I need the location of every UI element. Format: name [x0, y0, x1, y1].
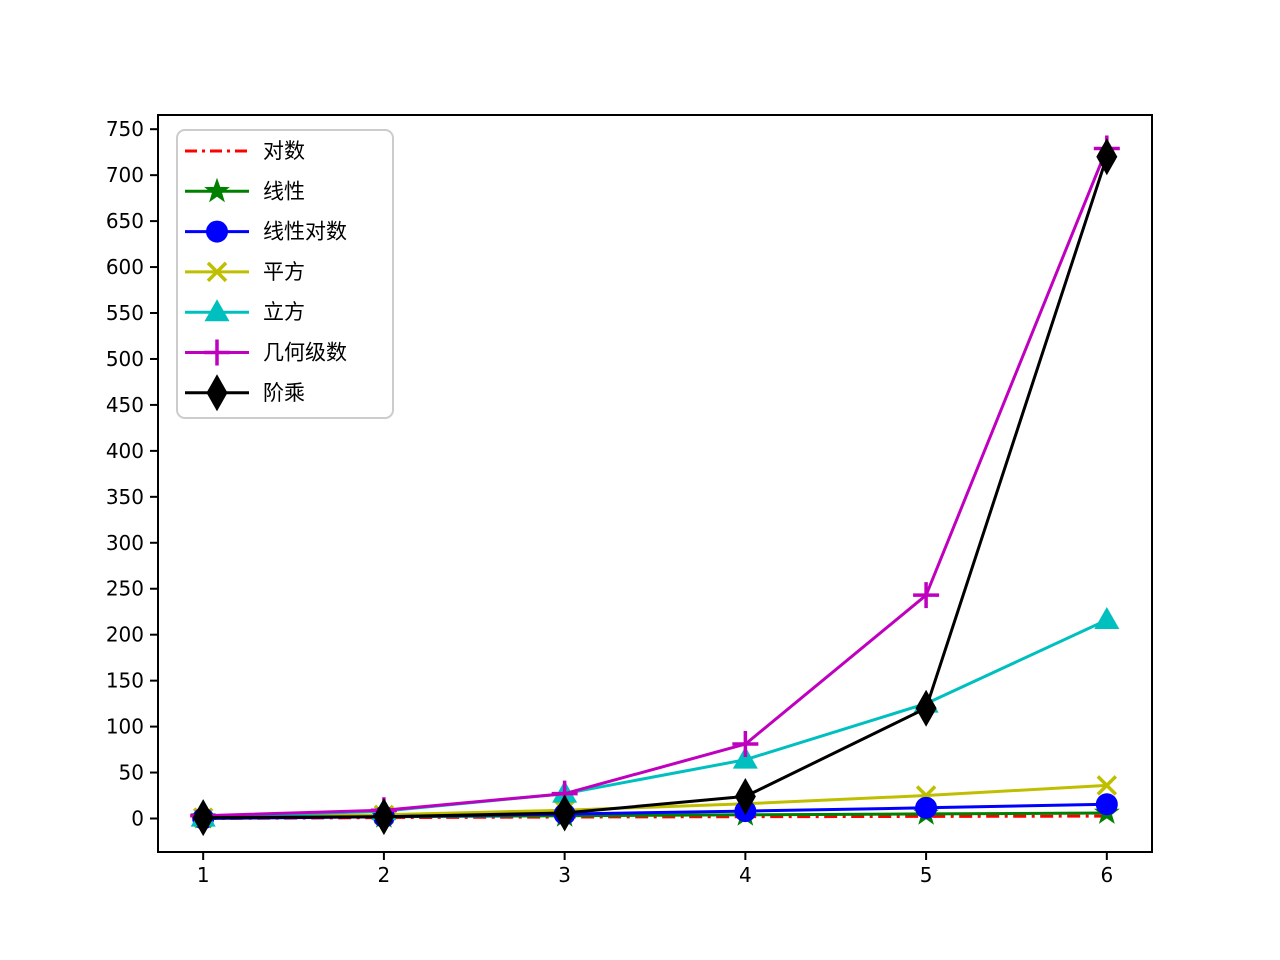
legend-item-label: 平方	[263, 260, 305, 284]
legend-item-3: 平方	[185, 260, 305, 284]
triangle-up-marker-icon	[732, 746, 758, 769]
series-0	[203, 814, 1107, 820]
legend-item-label: 几何级数	[263, 341, 347, 365]
triangle-up-marker-icon	[1094, 606, 1120, 629]
y-axis-tick-label: 100	[106, 715, 144, 739]
plus-marker-icon	[732, 731, 759, 758]
circle-marker-icon	[206, 220, 228, 243]
circle-marker-icon	[915, 796, 938, 819]
legend-frame	[176, 129, 394, 419]
plus-marker-icon	[913, 582, 940, 609]
y-axis-tick-label: 700	[106, 163, 144, 187]
thin-diamond-marker-icon	[734, 777, 756, 815]
y-axis-tick-label: 300	[106, 531, 144, 555]
series-line-4	[203, 618, 1108, 820]
circle-marker-icon	[1095, 793, 1118, 816]
x-axis-tick-label: 5	[920, 863, 933, 887]
y-axis-tick-label: 150	[106, 669, 144, 693]
x-axis-tick-label: 1	[197, 863, 210, 887]
y-axis-tick-label: 50	[119, 761, 144, 785]
y-axis-tick-label: 250	[106, 577, 144, 601]
x-axis-tick-label: 2	[378, 863, 391, 887]
y-axis-tick-label: 200	[106, 623, 144, 647]
legend-item-2: 线性对数	[185, 220, 347, 244]
thin-diamond-marker-icon	[206, 374, 228, 412]
legend-item-label: 阶乘	[263, 381, 305, 405]
x-marker-icon	[206, 261, 228, 283]
thin-diamond-marker-icon	[554, 794, 576, 832]
plot-frame	[157, 114, 1153, 853]
legend-item-label: 立方	[263, 300, 305, 324]
y-axis-tick-label: 750	[106, 117, 144, 141]
legend-item-label: 线性	[263, 179, 305, 203]
star-marker-icon	[204, 177, 230, 203]
y-axis-tick-label: 500	[106, 347, 144, 371]
y-axis-tick-label: 400	[106, 439, 144, 463]
series-6	[192, 138, 1118, 837]
thin-diamond-marker-icon	[192, 799, 214, 837]
legend-item-6: 阶乘	[185, 374, 305, 412]
axes-ticks: 1 2 3 4 5 6 0 50 100 150 200 250 300 350 400 450 500 550 6…	[106, 117, 1113, 887]
thin-diamond-marker-icon	[1096, 138, 1118, 176]
y-axis-tick-label: 450	[106, 393, 144, 417]
legend-item-1: 线性	[185, 177, 305, 203]
series-line-0	[203, 814, 1107, 820]
y-axis-tick-label: 350	[106, 485, 144, 509]
triangle-up-marker-icon	[204, 299, 230, 322]
legend-item-5: 几何级数	[185, 339, 347, 366]
x-axis-tick-label: 4	[739, 863, 752, 887]
legend-item-4: 立方	[185, 299, 305, 324]
thin-diamond-marker-icon	[915, 689, 937, 727]
legend-item-0: 对数	[185, 139, 305, 163]
legend-item-label: 对数	[263, 139, 305, 163]
x-marker-icon	[1096, 775, 1118, 796]
series-line-5	[203, 147, 1109, 818]
plus-marker-icon	[204, 339, 230, 366]
y-axis-tick-label: 600	[106, 255, 144, 279]
y-axis-tick-label: 650	[106, 209, 144, 233]
y-axis-tick-label: 0	[131, 807, 144, 831]
series-line-3	[203, 783, 1107, 820]
series-line-6	[203, 156, 1109, 820]
thin-diamond-marker-icon	[373, 798, 395, 836]
x-axis-tick-label: 6	[1100, 863, 1113, 887]
y-axis-tick-label: 550	[106, 301, 144, 325]
legend-item-label: 线性对数	[263, 220, 347, 244]
x-axis-tick-label: 3	[558, 863, 571, 887]
